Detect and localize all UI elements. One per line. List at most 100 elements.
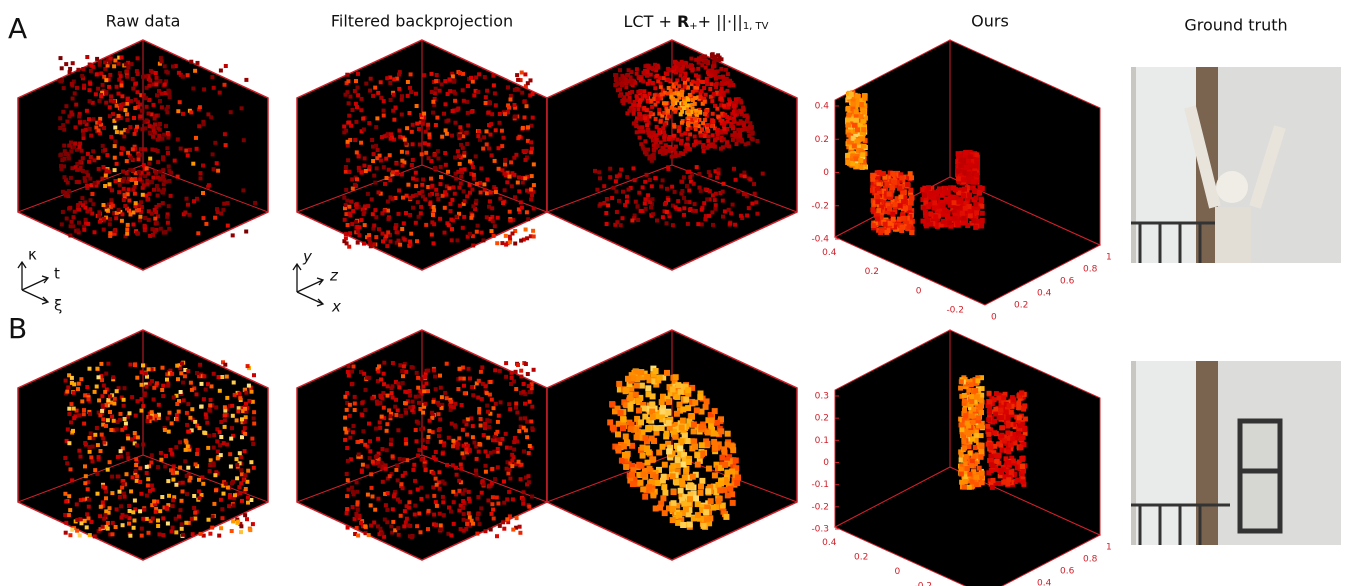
voxel [486,178,490,182]
voxel [761,172,765,176]
voxel [219,69,223,73]
voxel [625,200,629,204]
voxel [77,115,81,119]
voxel [138,466,142,470]
voxel [134,463,138,467]
voxel [200,405,204,409]
voxel [356,534,360,538]
voxel [180,499,184,503]
voxel [690,69,694,73]
voxel [383,209,387,213]
voxel [123,417,127,421]
voxel [608,175,612,179]
voxel [344,188,348,192]
voxel [526,372,530,376]
voxel [347,205,351,209]
voxel [701,121,705,125]
voxel [348,403,352,407]
voxel [671,500,677,506]
voxel [104,78,108,82]
voxel [507,106,511,110]
voxel [845,153,850,158]
voxel [121,482,125,486]
voxel [76,203,80,207]
voxel [650,105,654,109]
voxel [68,234,72,238]
voxel [401,474,405,478]
voxel [958,157,963,162]
voxel [599,202,603,206]
voxel [713,207,717,211]
voxel [465,522,469,526]
voxel [458,204,462,208]
voxel [417,215,421,219]
voxel [90,212,94,216]
voxel [660,478,666,484]
voxel [657,108,661,112]
voxel [462,189,466,193]
voxel [680,133,684,137]
voxel [462,215,466,219]
voxel [149,180,153,184]
voxel [416,200,420,204]
voxel [670,185,674,189]
voxel [742,123,746,127]
voxel [530,495,534,499]
voxel [140,397,144,401]
voxel [490,229,494,233]
voxel [67,494,71,498]
voxel [427,132,431,136]
voxel [81,129,85,133]
voxel [134,82,138,86]
voxel [678,488,684,494]
voxel [434,523,438,527]
voxel [166,132,170,136]
voxel [186,73,190,77]
voxel [116,475,120,479]
voxel [400,482,404,486]
voxel [165,378,169,382]
voxel [668,68,672,72]
voxel [63,513,67,517]
voxel [408,240,412,244]
voxel [113,140,117,144]
voxel [391,361,395,365]
voxel [404,411,408,415]
voxel [78,160,82,164]
voxel [184,439,188,443]
voxel [138,177,142,181]
voxel [110,491,114,495]
voxel [146,172,150,176]
voxel [154,148,158,152]
voxel [638,369,644,375]
voxel [683,397,689,403]
voxel [83,481,87,485]
voxel [659,185,663,189]
voxel [732,167,736,171]
voxel [177,410,181,414]
voxel [343,427,347,431]
voxel [97,214,101,218]
voxel [450,198,454,202]
voxel [157,403,161,407]
voxel [384,503,388,507]
voxel [212,372,216,376]
voxel [351,187,355,191]
voxel [518,531,522,535]
voxel [526,217,530,221]
voxel [170,530,174,534]
voxel [368,89,372,93]
voxel [424,151,428,155]
voxel [163,83,167,87]
voxel [531,116,535,120]
voxel [398,500,402,504]
voxel [246,364,250,368]
voxel [221,208,225,212]
voxel [80,521,84,525]
voxel [142,183,146,187]
voxel [123,204,127,208]
voxel [225,443,229,447]
voxel [113,144,117,148]
voxel [129,363,133,367]
voxel [184,149,188,153]
